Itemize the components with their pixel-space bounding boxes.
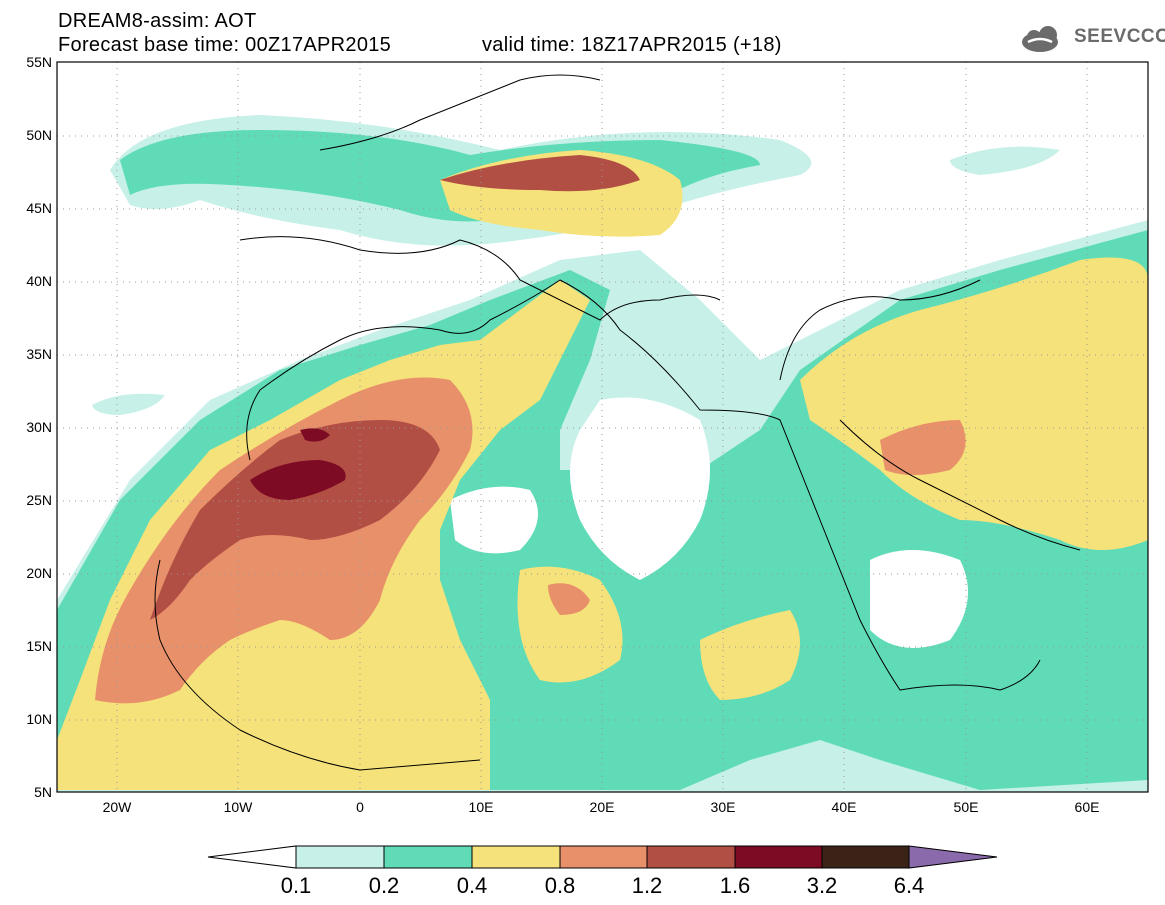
colorbar-tick: 0.4 — [457, 873, 488, 898]
aot-band-0.4-sudan — [700, 610, 800, 700]
map-frame — [56, 61, 1149, 793]
colorbar-under — [207, 845, 297, 869]
colorbar-swatch-1.6 — [734, 845, 823, 869]
lat-labels: 55N 50N 45N 40N 35N 30N 25N 20N 15N 10N … — [26, 54, 52, 800]
colorbar-swatch-0.2 — [383, 845, 473, 869]
cloud-icon — [1022, 26, 1058, 52]
colorbar-swatch-0.1 — [295, 845, 385, 869]
aot-clear-algeria — [450, 486, 538, 554]
lon-label: 40E — [832, 799, 857, 815]
colorbar-over — [908, 845, 998, 869]
aot-band-0.4-mideast — [800, 257, 1148, 550]
lon-label: 0 — [356, 799, 364, 815]
aot-band-0.8-chad — [548, 583, 590, 615]
coastlines — [154, 74, 1081, 771]
aot-band-1.6-west — [250, 460, 346, 500]
lat-label: 10N — [26, 711, 52, 727]
seevccc-logo — [1022, 26, 1058, 52]
colorbar-tick: 1.6 — [720, 873, 751, 898]
lon-label: 10W — [224, 799, 254, 815]
lat-label: 30N — [26, 419, 52, 435]
colorbar — [207, 845, 998, 869]
lat-label: 20N — [26, 565, 52, 581]
lon-label: 10E — [469, 799, 494, 815]
lon-label: 30E — [711, 799, 736, 815]
colorbar-swatch-1.2 — [646, 845, 736, 869]
colorbar-swatch-0.8 — [559, 845, 648, 869]
lon-label: 50E — [954, 799, 979, 815]
lat-label: 40N — [26, 273, 52, 289]
colorbar-swatch-3.2 — [821, 845, 910, 869]
lat-label: 25N — [26, 492, 52, 508]
lat-label: 45N — [26, 200, 52, 216]
lat-label: 15N — [26, 638, 52, 654]
aot-band-1.2-hungary — [440, 155, 640, 192]
title-valid-time: valid time: 18Z17APR2015 (+18) — [482, 34, 782, 56]
colorbar-tick: 0.1 — [281, 873, 312, 898]
colorbar-tick: 1.2 — [632, 873, 663, 898]
logo-text: SEEVCCC — [1074, 26, 1165, 47]
colorbar-tick: 0.2 — [369, 873, 400, 898]
aot-band-0.8-iraq — [880, 420, 966, 475]
title-product: DREAM8-assim: AOT — [58, 10, 257, 32]
aot-band-0.1-atl — [92, 393, 165, 415]
title-base-time: Forecast base time: 00Z17APR2015 — [58, 34, 392, 56]
lon-label: 60E — [1075, 799, 1100, 815]
aot-band-1.2-west — [150, 420, 440, 620]
aot-clear-arabia — [870, 550, 968, 648]
lat-label: 55N — [26, 54, 52, 70]
lon-label: 20W — [103, 799, 133, 815]
lon-label: 20E — [590, 799, 615, 815]
colorbar-tick: 0.8 — [545, 873, 576, 898]
lat-label: 50N — [26, 127, 52, 143]
aot-band-1.6-west-b — [300, 428, 330, 442]
aot-clear-libya — [570, 397, 710, 580]
lat-label: 5N — [34, 784, 52, 800]
colorbar-labels: 0.1 0.2 0.4 0.8 1.2 1.6 3.2 6.4 — [281, 873, 925, 898]
lon-labels: 20W 10W 0 10E 20E 30E 40E 50E 60E — [103, 799, 1100, 815]
colorbar-tick: 6.4 — [894, 873, 925, 898]
lat-label: 35N — [26, 346, 52, 362]
colorbar-tick: 3.2 — [807, 873, 838, 898]
aot-band-0.4-chad — [517, 566, 623, 683]
aot-field — [57, 115, 1148, 792]
aot-band-0.1-ne — [950, 146, 1060, 175]
colorbar-swatch-0.4 — [471, 845, 561, 869]
